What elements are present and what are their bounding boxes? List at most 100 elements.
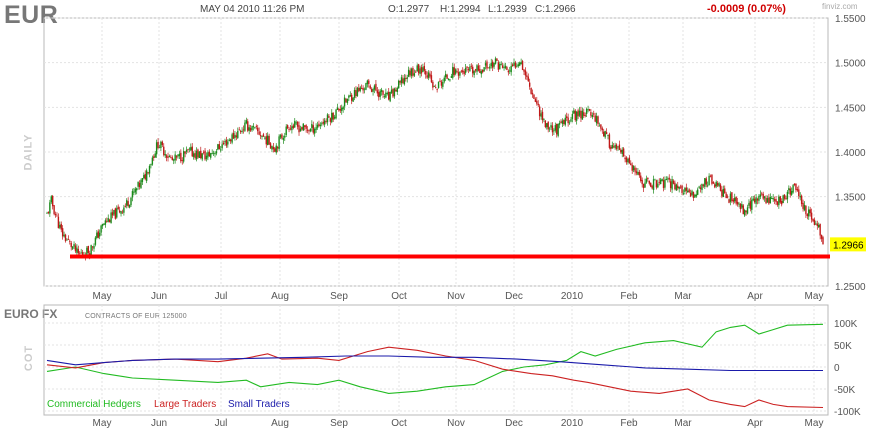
candle-body: [483, 67, 485, 72]
candle-body: [556, 123, 558, 135]
candle-body: [571, 113, 574, 119]
candle-body: [282, 138, 285, 140]
candle-body: [517, 64, 519, 67]
price-x-tick-label: Jul: [215, 291, 228, 302]
candle-body: [583, 112, 585, 116]
price-x-tick-label: May: [805, 291, 824, 302]
candle-body: [228, 139, 230, 141]
candle-body: [509, 70, 511, 72]
candle-body: [138, 182, 141, 188]
candle-body: [578, 110, 581, 116]
candle-body: [110, 212, 112, 224]
candle-body: [420, 67, 423, 74]
candle-body: [665, 179, 668, 181]
candle-body: [235, 135, 238, 138]
candle-body: [222, 142, 225, 145]
candle-body: [622, 148, 625, 157]
candle-body: [130, 197, 132, 206]
candle-body: [407, 69, 410, 77]
candle-body: [178, 153, 181, 157]
candle-body: [217, 144, 219, 150]
candle-body: [588, 108, 591, 111]
candle-body: [718, 183, 720, 187]
candle-body: [671, 178, 673, 190]
candle-body: [625, 157, 628, 163]
candle-body: [348, 95, 350, 98]
cot-x-tick-label: Apr: [747, 418, 763, 429]
candle-body: [476, 65, 478, 72]
candle-body: [294, 121, 296, 128]
candle-body: [202, 151, 205, 153]
candle-body: [59, 224, 61, 228]
candle-body: [229, 139, 232, 142]
candle-body: [560, 121, 562, 123]
candle-body: [182, 151, 185, 162]
candle-body: [73, 244, 75, 247]
candle-body: [160, 141, 162, 148]
cot-x-tick-label: May: [805, 418, 824, 429]
price-x-tick-label: Jun: [151, 291, 167, 302]
candle-body: [373, 85, 376, 90]
candle-body: [772, 198, 774, 200]
candle-body: [657, 183, 659, 188]
candle-body: [536, 100, 538, 104]
candle-body: [546, 123, 548, 128]
candle-body: [584, 115, 586, 117]
candle-body: [783, 194, 786, 199]
candle-body: [704, 178, 706, 187]
candle-body: [648, 180, 650, 184]
cot-y-tick-label: -50K: [834, 385, 855, 396]
candle-body: [191, 146, 193, 157]
candle-body: [93, 245, 95, 249]
candle-body: [603, 131, 605, 137]
candle-body: [251, 126, 253, 131]
candle-body: [380, 89, 383, 92]
candle-body: [742, 205, 744, 215]
candle-body: [80, 252, 82, 254]
candle-body: [335, 109, 337, 119]
candle-body: [358, 87, 360, 92]
candle-body: [342, 106, 344, 110]
candle-body: [709, 175, 712, 177]
candle-body: [731, 192, 733, 201]
price-x-tick-label: 2010: [561, 291, 584, 302]
candle-body: [67, 238, 70, 240]
candle-body: [503, 67, 505, 69]
candle-body: [741, 203, 743, 208]
candle-body: [640, 175, 642, 181]
candle-body: [208, 151, 211, 157]
candle-body: [493, 62, 495, 67]
candle-body: [121, 211, 124, 213]
candle-body: [336, 107, 339, 110]
candle-body: [674, 182, 676, 190]
candle-body: [537, 103, 539, 106]
candle-body: [662, 179, 665, 189]
candle-body: [753, 198, 756, 203]
candle-body: [319, 124, 322, 126]
candle-body: [816, 223, 819, 226]
candle-body: [379, 90, 381, 97]
candle-body: [706, 185, 709, 187]
candle-body: [762, 193, 764, 199]
close-price: C:1.2966: [535, 4, 576, 15]
candle-body: [147, 172, 149, 174]
cot-x-tick-label: Dec: [505, 418, 523, 429]
candle-body: [370, 89, 373, 92]
cot-x-tick-label: May: [93, 418, 112, 429]
candle-body: [755, 197, 757, 204]
candle-body: [403, 77, 406, 85]
price-x-tick-label: May: [93, 291, 112, 302]
candle-body: [530, 87, 532, 94]
candle-body: [313, 129, 316, 134]
candle-body: [607, 135, 609, 136]
candle-body: [724, 188, 726, 194]
candle-body: [692, 191, 695, 198]
candle-body: [810, 212, 813, 220]
candle-body: [144, 174, 146, 180]
candle-body: [116, 208, 118, 218]
candle-body: [659, 179, 662, 185]
candle-body: [789, 188, 791, 195]
candle-body: [210, 153, 212, 158]
candle-body: [446, 74, 448, 79]
candle-body: [788, 188, 790, 191]
